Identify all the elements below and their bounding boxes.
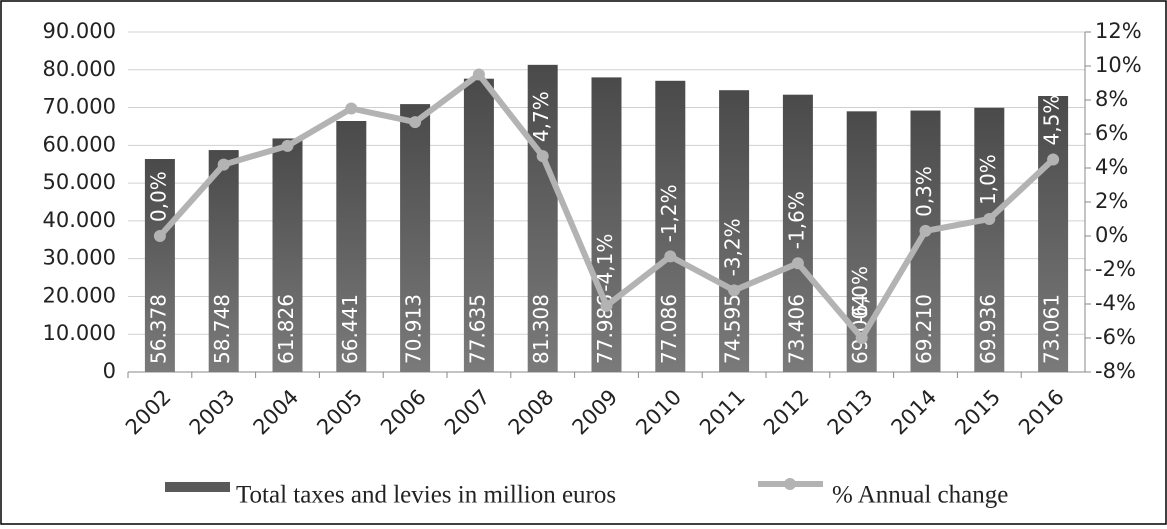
bar-label: 77.086 [657,294,681,364]
x-tick-label: 2006 [376,385,431,440]
x-tick-label: 2016 [1014,385,1069,440]
line-label: 1,0% [976,154,1000,205]
y-tick-label: 30.000 [43,246,116,270]
line-point [217,158,230,171]
y2-tick-label: -2% [1095,257,1136,281]
line-point [791,257,804,270]
y-tick-label: 50.000 [43,170,116,194]
line-label: -1,6% [784,191,808,249]
bar-label: 74.595 [721,294,745,364]
x-tick-label: 2004 [249,385,304,440]
line-label: -4,1% [593,234,617,292]
line-label: 4,7% [529,91,553,142]
y-tick-label: 0 [103,359,116,383]
y2-tick-label: -6% [1095,325,1136,349]
y2-tick-label: 0% [1095,223,1128,247]
bar-label: 69.936 [976,294,1000,364]
legend-label: % Annual change [832,482,1008,509]
line-point [1047,153,1060,166]
x-tick-label: 2008 [504,385,559,440]
bar-label: 61.826 [274,294,298,364]
y-tick-label: 60.000 [43,132,116,156]
x-tick-label: 2015 [950,385,1005,440]
line-label: 4,5% [1040,95,1064,146]
bar [208,150,239,372]
y2-tick-label: 4% [1095,155,1128,179]
bar [463,78,494,372]
bar [974,107,1005,372]
y2-tick-label: 2% [1095,189,1128,213]
x-tick-label: 2007 [440,385,495,440]
legend-label: Total taxes and levies in million euros [236,482,616,509]
bar [591,77,622,372]
y2-tick-label: 6% [1095,121,1128,145]
y2-tick-label: -8% [1095,359,1136,383]
y2-tick-label: 8% [1095,87,1128,111]
line-point [281,139,294,152]
line-point [153,230,166,242]
y-tick-label: 90.000 [43,19,116,43]
bar [655,80,686,372]
bar [910,110,941,372]
bar-label: 58.748 [210,294,234,364]
bar-label: 70.913 [402,294,426,364]
bar [144,159,175,372]
y-tick-label: 80.000 [43,57,116,81]
bar-label: 73.406 [784,294,808,364]
y2-tick-label: -4% [1095,291,1136,315]
bar [719,90,750,373]
line-label: -1,2% [657,184,681,242]
bar-label: 73.061 [1040,294,1064,364]
x-tick-label: 2005 [312,385,367,440]
legend-swatch [784,478,796,490]
x-tick-label: 2010 [631,385,686,440]
line-label: 0,0% [146,171,170,222]
line-label: -3,2% [721,218,745,276]
x-tick-label: 2012 [759,385,814,440]
bar [782,94,813,372]
line-point [664,250,677,263]
bar-label: 69.210 [912,294,936,364]
bar-label: 56.378 [146,294,170,364]
line-point [536,150,549,163]
y-tick-label: 20.000 [43,283,116,307]
y2-tick-label: 12% [1095,19,1142,43]
line-point [345,102,358,115]
line-label: 0,3% [912,166,936,217]
line-point [472,68,485,81]
bar [400,104,431,372]
y-tick-label: 70.000 [43,95,116,119]
line-label: -6,0% [848,266,872,324]
y2-tick-label: 10% [1095,53,1142,77]
bar [336,121,367,372]
line-point [600,299,613,312]
line-point [919,224,932,237]
bar [272,138,303,372]
line-point [409,116,422,129]
bar [1038,95,1069,373]
x-tick-label: 2003 [185,385,240,440]
legend-swatch [165,482,230,492]
y-tick-label: 40.000 [43,208,116,232]
x-tick-label: 2002 [121,385,176,440]
line-point [855,332,868,344]
x-tick-label: 2014 [887,385,942,440]
x-tick-label: 2013 [823,385,878,440]
bar [527,64,558,373]
x-tick-label: 2011 [695,385,750,440]
x-tick-label: 2009 [568,385,623,440]
line-point [983,213,996,225]
line-point [728,284,741,297]
bar-label: 66.441 [338,294,362,364]
bar-label: 77.635 [465,294,489,364]
y-tick-label: 10.000 [43,321,116,345]
bar-label: 81.308 [529,294,553,364]
